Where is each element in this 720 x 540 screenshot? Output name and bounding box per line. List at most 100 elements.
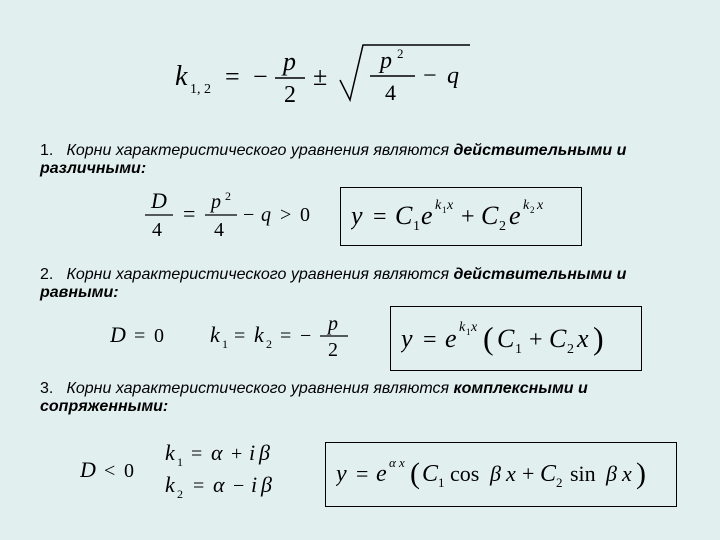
case3-text: 3. Корни характеристического уравнения я…	[40, 380, 680, 416]
svg-text:(: (	[483, 320, 494, 356]
svg-text:β: β	[489, 461, 501, 486]
svg-text:=: =	[134, 325, 145, 347]
neg-sign: −	[253, 62, 268, 91]
svg-text:2: 2	[567, 342, 574, 357]
case1-solution-box: y = C 1 e k 1 x + C 2 e k 2 x	[340, 187, 582, 246]
svg-text:p: p	[326, 313, 338, 335]
svg-text:C: C	[395, 201, 413, 230]
case1-text-a: Корни характеристического уравнения явля…	[66, 142, 453, 159]
case2-discriminant: D = 0	[110, 320, 180, 355]
svg-text:=: =	[183, 201, 195, 226]
case3-roots: k 1 = α + i β k 2 = α − i β	[165, 438, 305, 507]
svg-text:β: β	[260, 472, 272, 497]
two-den: 2	[284, 82, 296, 108]
svg-text:k: k	[210, 322, 221, 347]
case2-text-a: Корни характеристического уравнения явля…	[66, 266, 453, 283]
svg-text:−: −	[243, 204, 254, 226]
svg-text:sin: sin	[570, 461, 596, 486]
svg-text:2: 2	[556, 475, 563, 490]
svg-text:0: 0	[300, 204, 310, 226]
svg-text:+: +	[231, 443, 242, 465]
svg-text:=: =	[191, 443, 202, 465]
svg-text:α: α	[213, 472, 225, 497]
svg-text:1: 1	[413, 219, 420, 234]
svg-text:k: k	[165, 472, 176, 497]
svg-text:α: α	[389, 455, 397, 470]
p-num: p	[281, 47, 296, 76]
svg-text:C: C	[481, 201, 499, 230]
svg-text:k: k	[523, 198, 530, 213]
case2-text: 2. Корни характеристического уравнения я…	[40, 266, 680, 302]
minus-q: −	[423, 63, 437, 89]
case2-solution-box: y = e k 1 x ( C 1 + C 2 x )	[390, 306, 642, 371]
pm-sign: ±	[313, 62, 327, 91]
svg-text:q: q	[261, 204, 271, 226]
svg-text:i: i	[249, 440, 255, 465]
k-var: k	[175, 61, 188, 92]
svg-text:C: C	[497, 324, 515, 353]
svg-text:0: 0	[154, 325, 164, 347]
svg-text:D: D	[80, 457, 96, 482]
p2-sup: 2	[397, 46, 404, 61]
svg-text:cos: cos	[450, 461, 479, 486]
svg-text:0: 0	[124, 460, 134, 482]
svg-text:e: e	[445, 324, 457, 353]
svg-text:D: D	[110, 322, 126, 347]
svg-text:2: 2	[499, 219, 506, 234]
case1-text: 1. Корни характеристического уравнения я…	[40, 142, 680, 178]
svg-text:k: k	[254, 322, 265, 347]
svg-text:+: +	[529, 327, 543, 353]
svg-text:2: 2	[225, 189, 231, 203]
case3-discriminant: D < 0	[80, 455, 150, 490]
svg-text:=: =	[280, 325, 291, 347]
case2-num: 2.	[40, 266, 62, 284]
svg-text:>: >	[280, 204, 291, 226]
svg-text:β: β	[258, 440, 270, 465]
svg-text:x: x	[470, 320, 478, 335]
svg-text:1: 1	[466, 327, 471, 337]
svg-text:k: k	[459, 320, 466, 335]
svg-text:y: y	[351, 201, 363, 230]
svg-text:=: =	[356, 461, 368, 486]
case2-roots: k 1 = k 2 = − p 2	[210, 308, 380, 367]
main-equation: k 1, 2 = − p 2 ± p 2 4 − q	[175, 30, 545, 125]
svg-text:x: x	[446, 198, 454, 213]
svg-text:β: β	[605, 461, 617, 486]
svg-text:k: k	[435, 198, 442, 213]
p2-num: p	[378, 48, 392, 74]
svg-text:C: C	[422, 461, 439, 487]
svg-text:x: x	[505, 461, 516, 486]
case3-solution-box: y = e α x ( C 1 cos β x + C 2 sin β x )	[325, 442, 677, 507]
case3-text-a: Корни характеристического уравнения явля…	[66, 380, 453, 397]
svg-text:C: C	[549, 324, 567, 353]
q-var: q	[447, 63, 459, 89]
svg-text:2: 2	[328, 339, 338, 361]
svg-text:e: e	[509, 201, 521, 230]
svg-text:1: 1	[442, 205, 447, 215]
svg-text:i: i	[251, 472, 257, 497]
case3-num: 3.	[40, 380, 62, 398]
svg-text:=: =	[423, 327, 437, 353]
svg-text:C: C	[540, 461, 557, 487]
svg-text:−: −	[233, 475, 244, 497]
svg-text:k: k	[165, 440, 176, 465]
svg-text:<: <	[104, 460, 115, 482]
svg-text:2: 2	[530, 205, 535, 215]
svg-text:x: x	[576, 324, 589, 353]
svg-text:+: +	[522, 461, 534, 486]
svg-text:=: =	[373, 204, 387, 230]
svg-text:): )	[636, 457, 646, 490]
svg-text:=: =	[234, 325, 245, 347]
svg-text:+: +	[461, 204, 475, 230]
svg-text:α: α	[211, 440, 223, 465]
eq-sign: =	[225, 62, 240, 91]
svg-text:e: e	[376, 461, 387, 487]
svg-text:1: 1	[222, 337, 228, 351]
svg-text:): )	[593, 320, 604, 356]
svg-text:4: 4	[152, 219, 162, 241]
svg-text:y: y	[336, 461, 347, 487]
svg-text:1: 1	[515, 342, 522, 357]
svg-text:1: 1	[177, 455, 183, 469]
svg-text:=: =	[193, 475, 204, 497]
svg-text:e: e	[421, 201, 433, 230]
